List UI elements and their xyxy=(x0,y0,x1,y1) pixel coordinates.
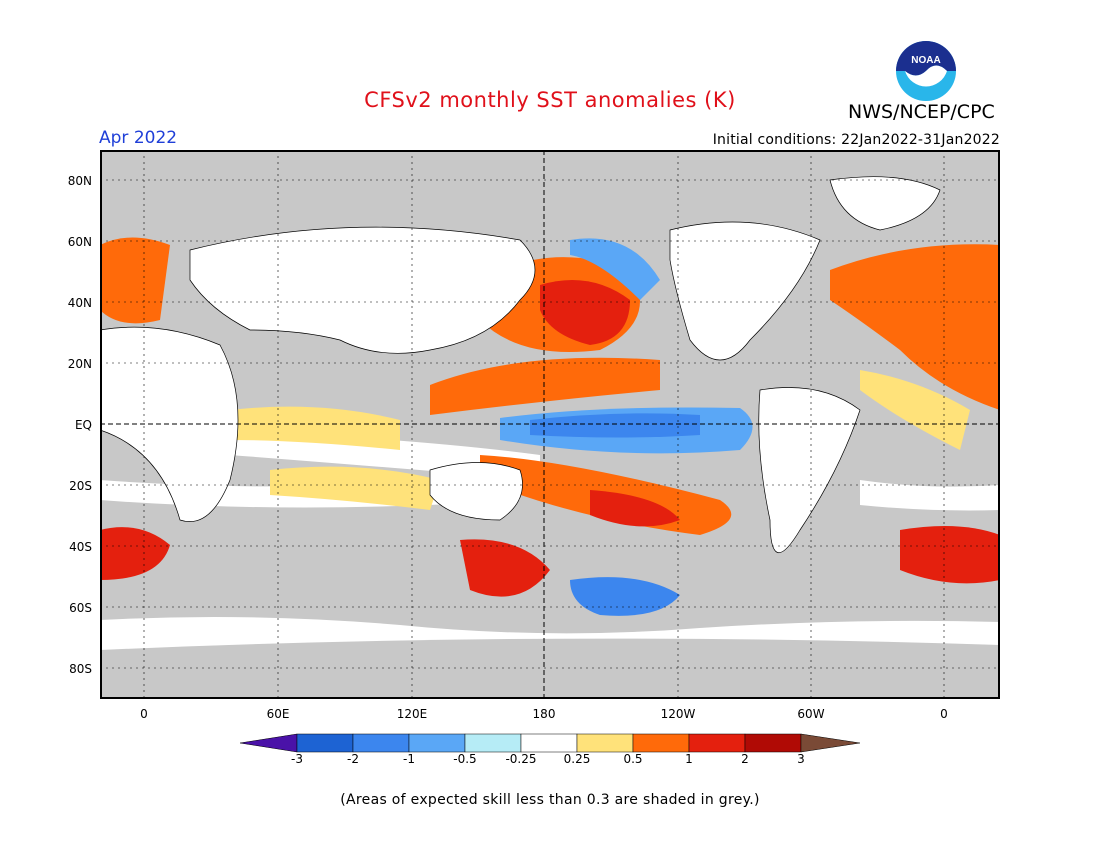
lon-label: 0 xyxy=(140,707,148,721)
skill-note: (Areas of expected skill less than 0.3 a… xyxy=(340,792,760,808)
lat-label: 20N xyxy=(67,357,92,371)
forecast-month: Apr 2022 xyxy=(99,128,178,148)
colorbar-bin xyxy=(408,733,466,753)
lat-label: 40N xyxy=(67,296,92,310)
lon-label: 180 xyxy=(532,707,556,721)
colorbar-label: -2 xyxy=(347,752,359,766)
greenland-land xyxy=(829,176,941,231)
lon-label: 60E xyxy=(266,707,290,721)
atlantic-south-white xyxy=(860,480,1000,511)
australia-land xyxy=(429,462,523,521)
lat-label: 60S xyxy=(69,601,92,615)
southern-pacific-cool xyxy=(570,577,680,616)
colorbar-label: -1 xyxy=(403,752,415,766)
lon-label: 120E xyxy=(396,707,428,721)
colorbar-max-arrow xyxy=(800,733,860,753)
agency-label: NWS/NCEP/CPC xyxy=(848,101,995,123)
lat-label: 80S xyxy=(69,662,92,676)
noaa-logo: NOAA xyxy=(896,41,956,101)
colorbar-bin xyxy=(296,733,354,753)
colorbar-label: 1 xyxy=(685,752,693,766)
colorbar-bin xyxy=(352,733,410,753)
colorbar-bin xyxy=(520,733,578,753)
logo-text: NOAA xyxy=(911,55,940,66)
colorbar-label: 0.25 xyxy=(563,752,591,766)
colorbar-bin xyxy=(632,733,690,753)
lat-label: 60N xyxy=(67,235,92,249)
south-indian-yellow xyxy=(270,466,440,510)
atlantic-subtropic-yellow xyxy=(860,370,970,450)
lat-label: 40S xyxy=(69,540,92,554)
colorbar-min-arrow xyxy=(240,733,298,753)
south-pacific-core xyxy=(590,490,680,527)
west-pacific-warm xyxy=(430,357,660,415)
colorbar-bin xyxy=(464,733,522,753)
lat-label: 80N xyxy=(67,174,92,188)
colorbar-bin xyxy=(744,733,802,753)
indian-ocean-yellow xyxy=(230,406,400,450)
asia-land xyxy=(189,226,536,354)
lat-label: EQ xyxy=(74,418,92,432)
colorbar-label: -0.5 xyxy=(453,752,477,766)
lat-label: 20S xyxy=(69,479,92,493)
colorbar-bin xyxy=(576,733,634,753)
north-atlantic-warm xyxy=(830,244,1000,410)
colorbar-bin xyxy=(688,733,746,753)
map-title: CFSv2 monthly SST anomalies (K) xyxy=(364,88,736,112)
colorbar-label: 3 xyxy=(797,752,805,766)
lon-label: 60W xyxy=(797,707,825,721)
tasman-warm xyxy=(460,539,550,597)
north-pacific-core xyxy=(540,280,630,345)
north-atlantic-east-warm xyxy=(100,237,170,324)
colorbar-label: -3 xyxy=(291,752,303,766)
colorbar-label: 2 xyxy=(741,752,749,766)
south-atlantic-east-warm xyxy=(100,527,170,580)
north-america-land xyxy=(669,221,821,361)
gulf-of-alaska-cool xyxy=(570,238,660,300)
sst-anomaly-map xyxy=(100,150,1000,699)
map-frame xyxy=(100,150,1000,699)
south-atlantic-west-warm xyxy=(900,526,1000,584)
colorbar xyxy=(240,733,860,753)
initial-conditions: Initial conditions: 22Jan2022-31Jan2022 xyxy=(712,132,1000,148)
colorbar-label: 0.5 xyxy=(623,752,643,766)
lon-label: 120W xyxy=(660,707,696,721)
lat-lon-grid xyxy=(100,150,1000,699)
antarctica-area xyxy=(100,638,1000,699)
lon-label: 0 xyxy=(940,707,948,721)
colorbar-label: -0.25 xyxy=(505,752,537,766)
south-america-land xyxy=(758,387,861,553)
la-nina-core xyxy=(530,413,700,438)
